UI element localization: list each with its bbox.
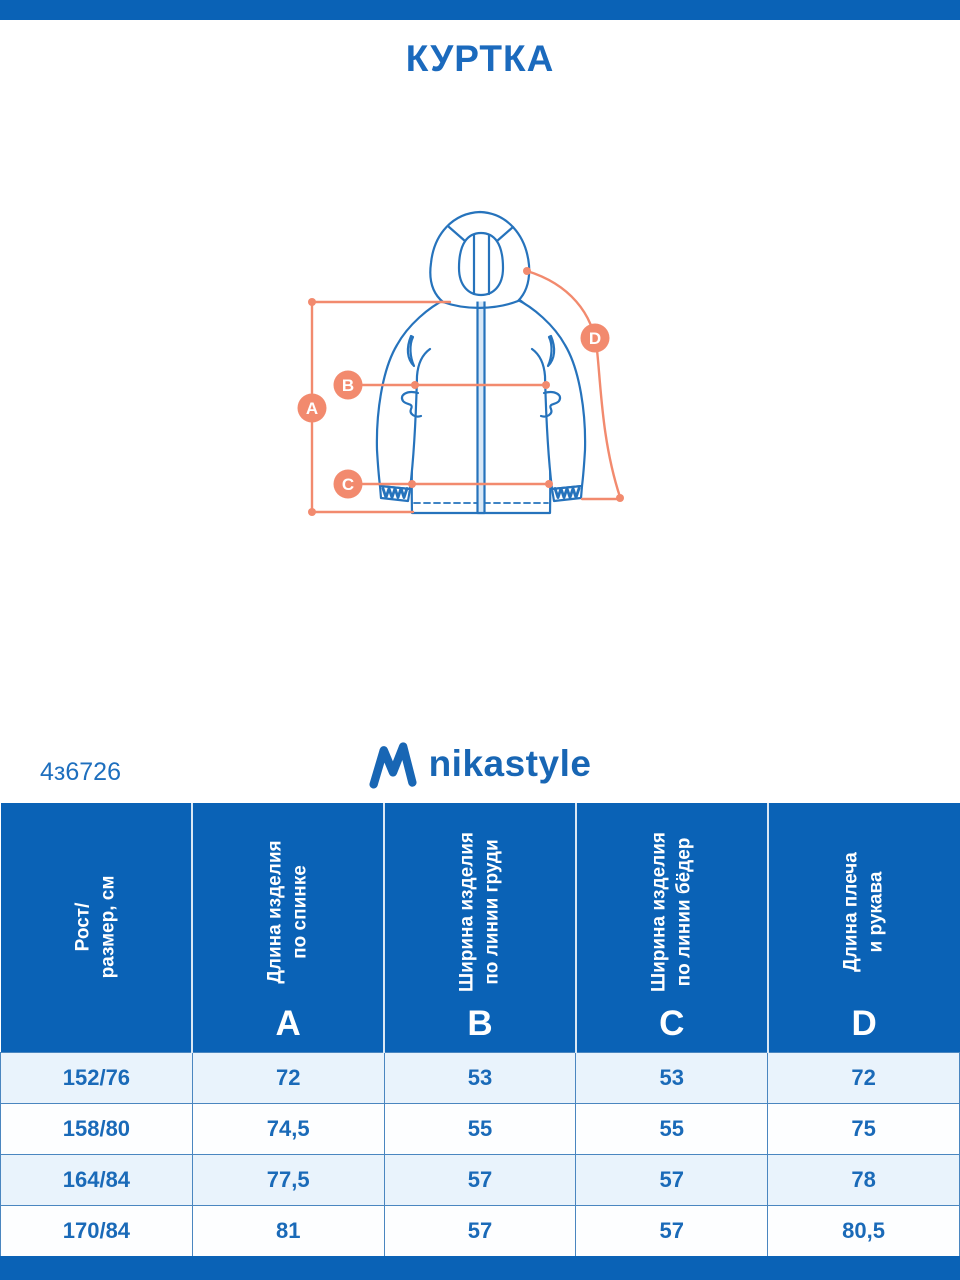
table-row: 152/76 72 53 53 72: [0, 1051, 960, 1104]
value-cell: 77,5: [191, 1153, 385, 1206]
value-cell: 72: [191, 1051, 385, 1104]
value-cell: 57: [383, 1204, 577, 1257]
value-cell: 75: [767, 1102, 960, 1155]
marker-a-label: A: [306, 399, 318, 418]
value-cell: 55: [575, 1102, 769, 1155]
top-accent-bar: [0, 0, 960, 20]
value-cell: 53: [383, 1051, 577, 1104]
value-cell: 80,5: [767, 1204, 960, 1257]
bottom-accent-bar: [0, 1256, 960, 1280]
size-table-header: Рост/ размер, см Длина изделия по спинке…: [0, 803, 960, 1052]
column-header-letter: C: [659, 1003, 685, 1043]
column-header-label: Ширина изделия по линии груди: [456, 832, 502, 993]
value-cell: 57: [575, 1153, 769, 1206]
size-cell: 158/80: [0, 1102, 193, 1155]
column-header-a: Длина изделия по спинке A: [191, 803, 385, 1052]
marker-d-label: D: [589, 329, 601, 348]
size-cell: 152/76: [0, 1051, 193, 1104]
value-cell: 78: [767, 1153, 960, 1206]
brand-wave-icon: [369, 742, 417, 789]
column-header-letter: B: [467, 1003, 493, 1043]
measurement-dots: [308, 267, 624, 516]
column-header-label: Рост/ размер, см: [72, 875, 118, 979]
value-cell: 55: [383, 1102, 577, 1155]
size-table: Рост/ размер, см Длина изделия по спинке…: [0, 803, 960, 1257]
jacket-outline: [375, 210, 587, 515]
value-cell: 72: [767, 1051, 960, 1104]
measurement-markers: A B C D: [297, 323, 610, 499]
table-row: 158/80 74,5 55 55 75: [0, 1102, 960, 1155]
table-row: 164/84 77,5 57 57 78: [0, 1153, 960, 1206]
value-cell: 57: [575, 1204, 769, 1257]
value-cell: 57: [383, 1153, 577, 1206]
size-table-body: 152/76 72 53 53 72 158/80 74,5 55 55 75 …: [0, 1051, 960, 1257]
jacket-measurement-diagram: A B C D: [297, 210, 624, 516]
value-cell: 81: [191, 1204, 385, 1257]
column-header-c: Ширина изделия по линии бёдер C: [574, 803, 768, 1052]
value-cell: 74,5: [191, 1102, 385, 1155]
value-cell: 53: [575, 1051, 769, 1104]
column-header-size: Рост/ размер, см: [0, 803, 193, 1052]
column-header-b: Ширина изделия по линии груди B: [383, 803, 576, 1052]
size-cell: 164/84: [0, 1153, 193, 1206]
column-header-letter: D: [851, 1003, 877, 1043]
column-header-d: Длина плеча и рукава D: [766, 803, 960, 1052]
product-code: 4з6726: [40, 758, 121, 786]
brand-logo: nikastyle: [0, 736, 960, 792]
column-header-letter: A: [275, 1003, 301, 1043]
column-header-label: Длина плеча и рукава: [840, 852, 887, 973]
column-header-label: Ширина изделия по линии бёдер: [648, 832, 694, 993]
size-cell: 170/84: [0, 1204, 193, 1257]
column-header-label: Длина изделия по спинке: [264, 840, 311, 984]
brand-name: nikastyle: [428, 743, 592, 784]
marker-b-label: B: [342, 376, 354, 395]
marker-c-label: C: [342, 475, 354, 494]
page-title: КУРТКА: [405, 38, 555, 79]
table-row: 170/84 81 57 57 80,5: [0, 1204, 960, 1257]
zipper: [476, 294, 486, 515]
